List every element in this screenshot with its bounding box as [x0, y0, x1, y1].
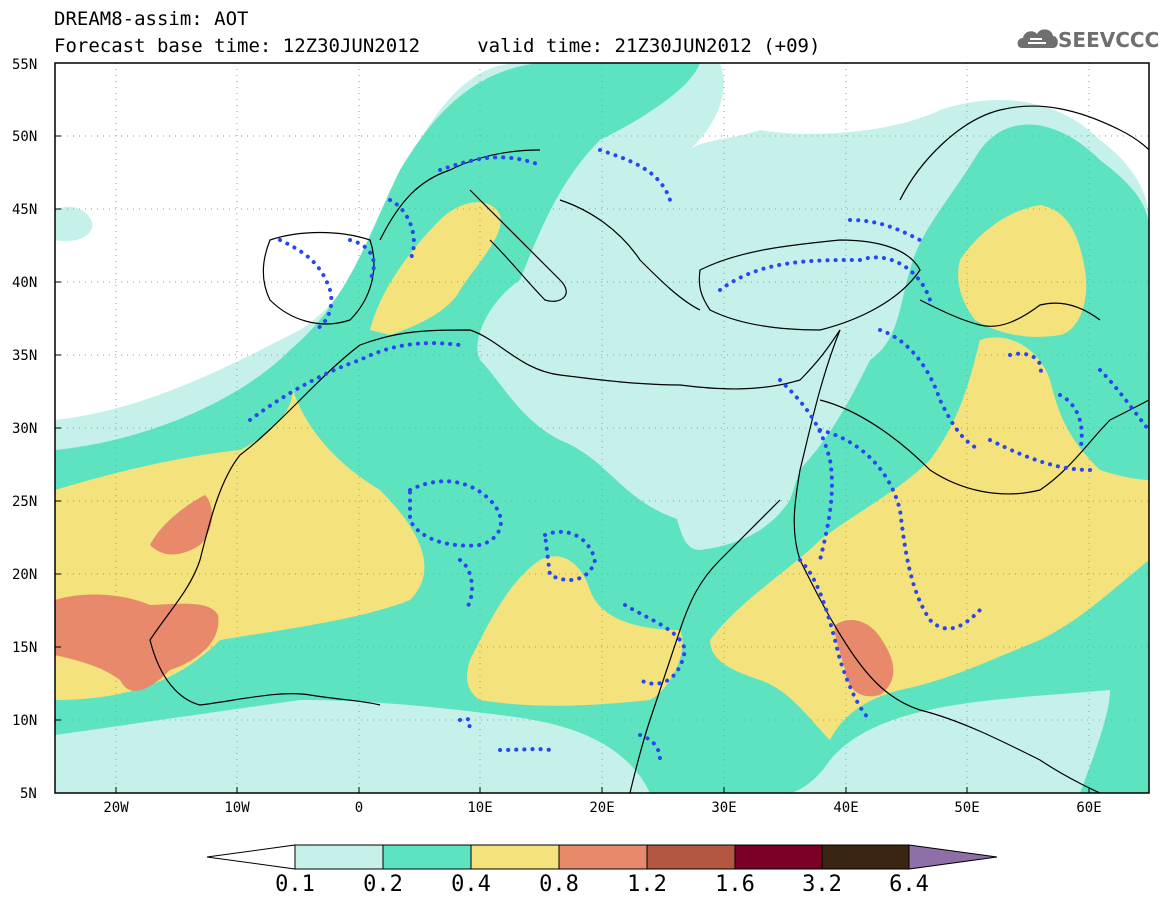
colorbar-label: 1.6	[715, 872, 755, 897]
tick-marks	[55, 135, 1090, 793]
graticule	[55, 63, 1149, 793]
colorbar	[206, 844, 998, 870]
lon-label: 50E	[954, 800, 979, 816]
aot-field-0.4-caspian	[958, 205, 1087, 337]
aot-field-0.4-sahara	[467, 556, 683, 706]
colorbar-swatch	[646, 844, 736, 870]
lat-label: 40N	[12, 275, 37, 291]
colorbar-swatch	[558, 844, 648, 870]
lon-label: 20W	[103, 800, 129, 816]
colorbar-label: 1.2	[627, 872, 667, 897]
lon-label: 0	[355, 800, 363, 816]
forecast-times: Forecast base time: 12Z30JUN2012 valid t…	[54, 35, 821, 57]
colorbar-label: 0.8	[539, 872, 579, 897]
lat-label: 25N	[12, 494, 37, 510]
colorbar-swatch	[734, 844, 823, 870]
logo-text: SEEVCCC	[1058, 28, 1160, 52]
colorbar-label: 0.2	[363, 872, 403, 897]
aot-field-0.8-mauritania	[150, 495, 212, 555]
colorbar-label: 0.1	[275, 872, 315, 897]
aot-field-0.1-egypt	[494, 307, 832, 550]
aot-field-0.1-patch	[55, 206, 93, 242]
aot-field-0.4-iberia	[370, 202, 501, 335]
lat-label: 10N	[12, 713, 37, 729]
cloud-logo-icon	[1017, 29, 1058, 48]
lat-label: 35N	[12, 348, 37, 364]
lon-label: 10E	[467, 800, 492, 816]
coastlines	[149, 105, 1149, 793]
lat-label: 50N	[12, 129, 37, 145]
colorbar-swatch	[821, 844, 910, 870]
map-title: DREAM8-assim: AOT	[54, 8, 249, 30]
lat-label: 30N	[12, 421, 37, 437]
aot-field-0.4-arabia	[710, 337, 1149, 740]
colorbar-high-arrow	[908, 844, 998, 870]
lon-label: 20E	[589, 800, 614, 816]
colorbar-swatch	[294, 844, 384, 870]
lat-label: 20N	[12, 567, 37, 583]
longitude-labels: 20W 10W 0 10E 20E 30E 40E 50E 60E	[103, 800, 1101, 816]
colorbar-label: 0.4	[451, 872, 491, 897]
lat-label: 55N	[12, 57, 37, 73]
lat-label: 45N	[12, 202, 37, 218]
aot-field-0.8-ethiopia	[834, 620, 894, 697]
lon-label: 40E	[833, 800, 858, 816]
dotted-contours	[248, 148, 1151, 762]
colorbar-swatch	[470, 844, 560, 870]
colorbar-label: 3.2	[802, 872, 842, 897]
colorbar-low-arrow	[206, 844, 296, 870]
lon-label: 10W	[224, 800, 250, 816]
lat-label: 15N	[12, 640, 37, 656]
latitude-labels: 55N 50N 45N 40N 35N 30N 25N 20N 15N 10N …	[12, 57, 37, 802]
colorbar-swatch	[382, 844, 472, 870]
colorbar-label: 6.4	[889, 872, 929, 897]
colorbar-labels: 0.1 0.2 0.4 0.8 1.2 1.6 3.2 6.4	[275, 872, 929, 897]
lat-label: 5N	[20, 786, 37, 802]
lon-label: 30E	[711, 800, 736, 816]
lon-label: 60E	[1076, 800, 1101, 816]
aot-field-0.8-senegal	[55, 594, 219, 691]
